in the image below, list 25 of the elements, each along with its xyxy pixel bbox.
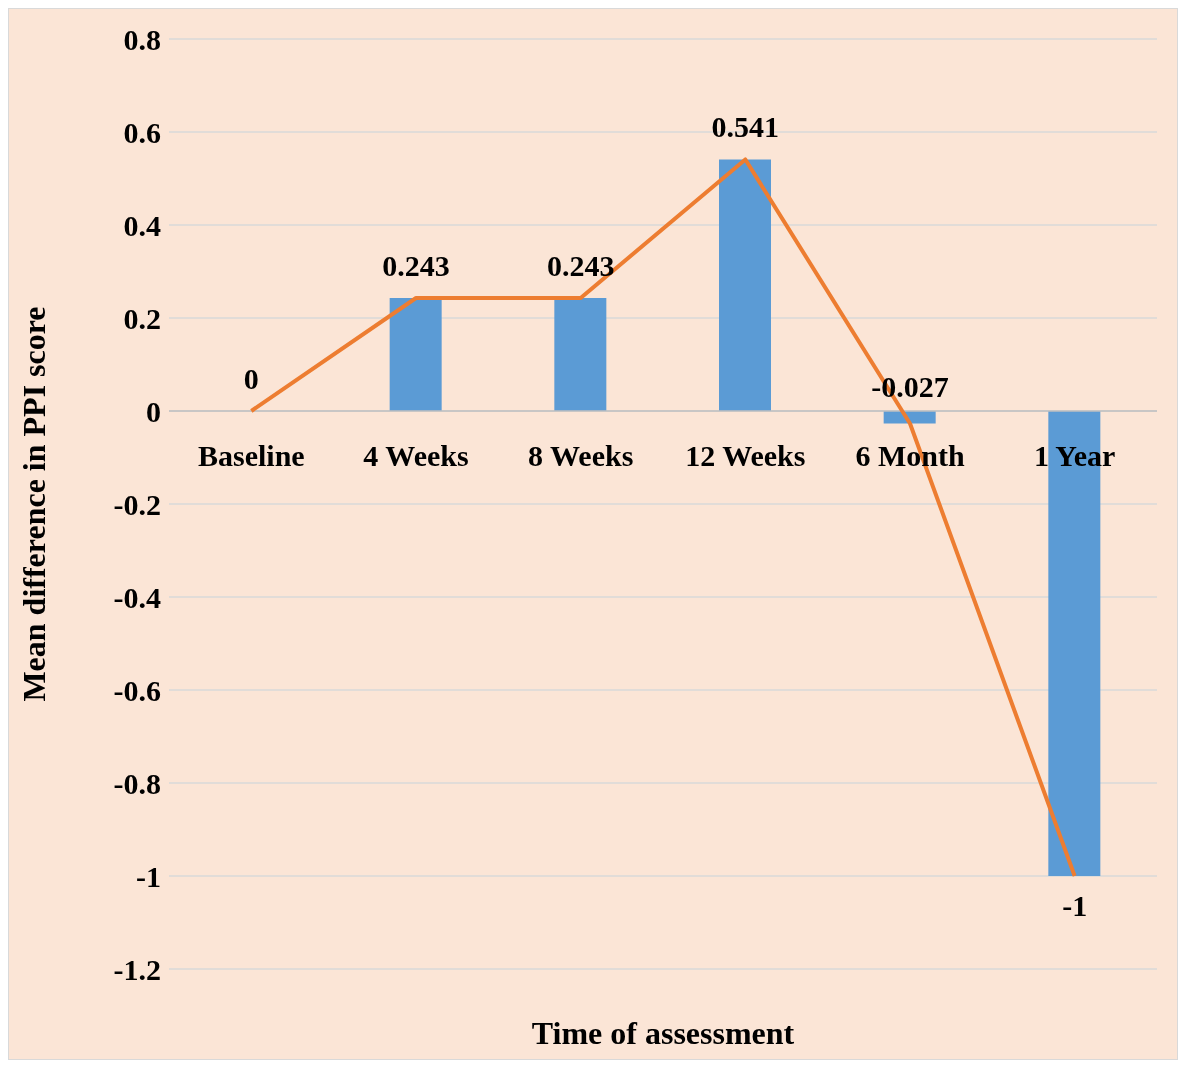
x-tick-label: 12 Weeks	[685, 439, 806, 472]
y-tick-label: -1.2	[113, 952, 161, 986]
bar	[719, 159, 771, 411]
bar	[554, 298, 607, 411]
y-tick-label: 0.2	[123, 301, 161, 335]
y-tick-label: -0.6	[113, 673, 161, 707]
data-label: 0.243	[546, 249, 615, 283]
y-tick-label: -1	[136, 859, 161, 893]
y-tick-label: -0.2	[113, 487, 161, 521]
y-tick-label: -0.4	[113, 580, 161, 614]
bar	[389, 298, 442, 411]
y-axis-title: Mean difference in PPI score	[16, 306, 53, 702]
x-axis-title: Time of assessment	[531, 1015, 795, 1051]
y-tick-label: 0.4	[123, 208, 161, 242]
data-label: -1	[1062, 889, 1088, 922]
data-label: 0.243	[382, 249, 450, 283]
data-label: 0.541	[711, 110, 780, 144]
y-tick-label: 0	[146, 394, 161, 428]
y-tick-label: -0.8	[113, 766, 161, 800]
x-tick-label: 8 Weeks	[528, 439, 634, 472]
data-label: 0	[243, 362, 259, 395]
x-tick-label: Baseline	[198, 439, 305, 472]
y-tick-label: 0.6	[123, 115, 161, 149]
x-tick-label: 4 Weeks	[363, 439, 469, 472]
y-tick-label: 0.8	[123, 22, 161, 56]
